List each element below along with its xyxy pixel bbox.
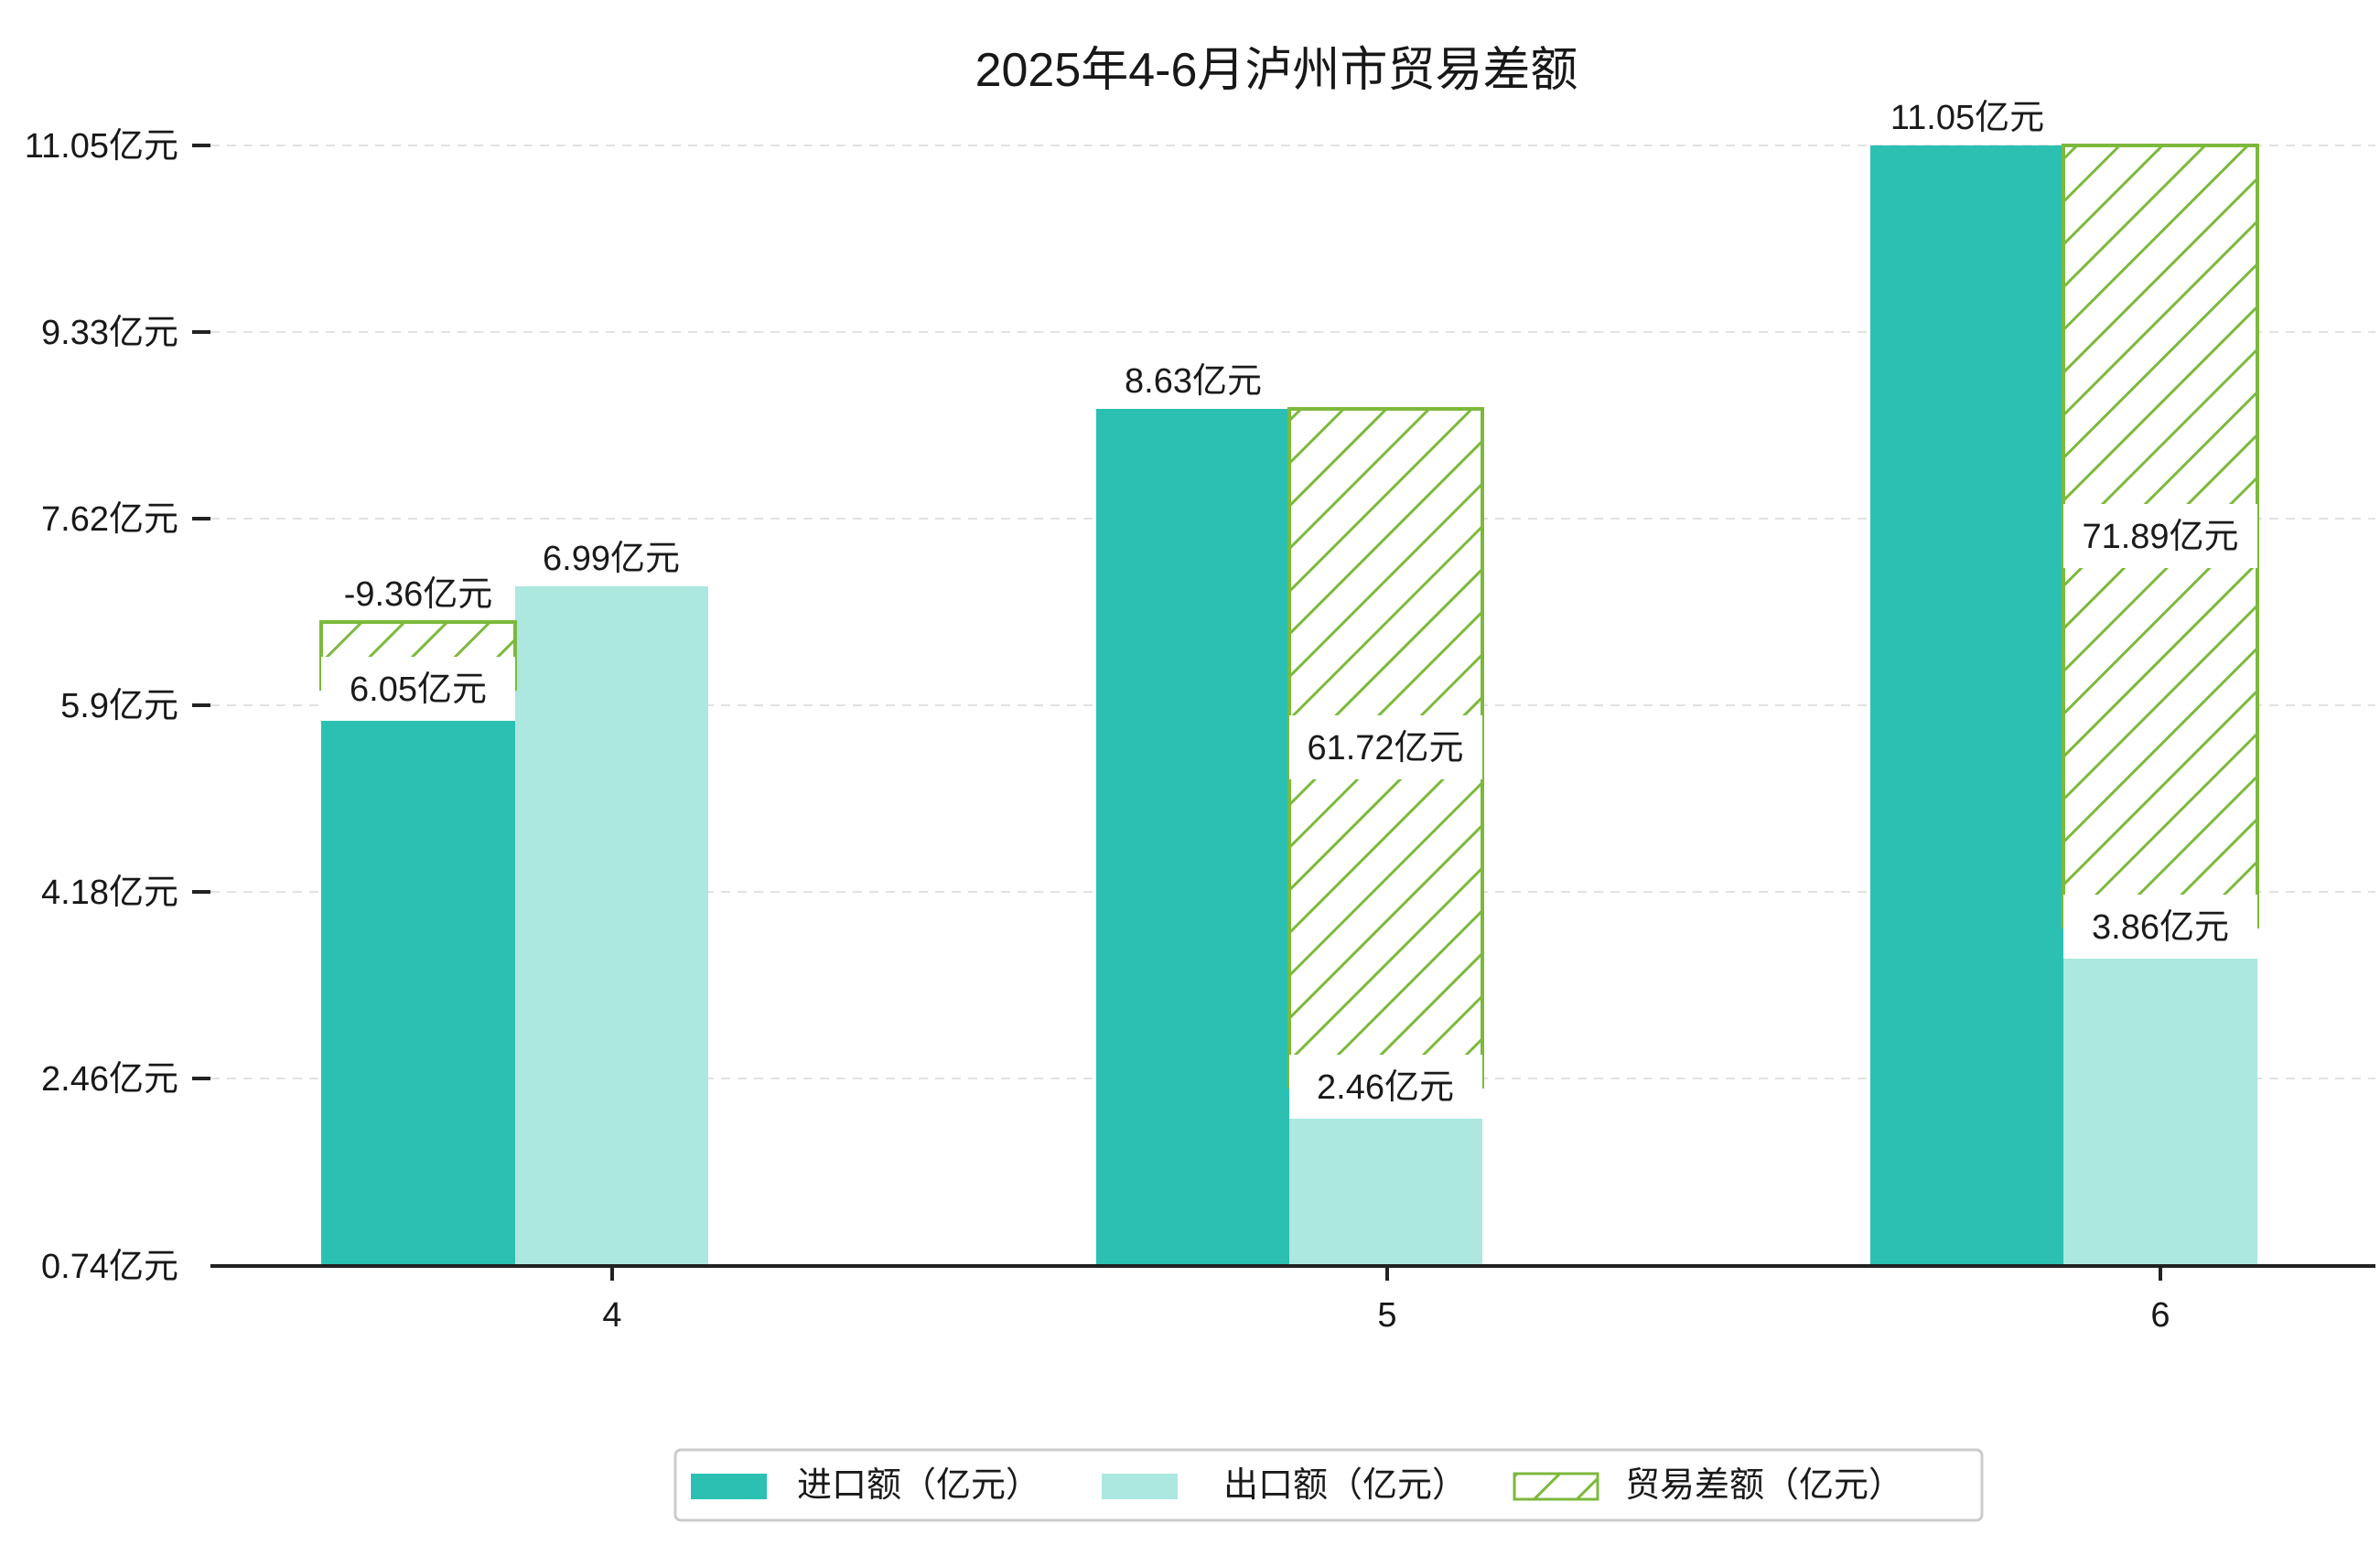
svg-text:61.72亿元: 61.72亿元 (1307, 729, 1463, 767)
svg-text:2.46亿元: 2.46亿元 (1317, 1068, 1454, 1107)
svg-text:11.05亿元: 11.05亿元 (1890, 99, 2044, 137)
svg-text:7.62亿元: 7.62亿元 (41, 500, 178, 539)
svg-text:进口额（亿元）: 进口额（亿元） (797, 1466, 1040, 1505)
svg-text:0.74亿元: 0.74亿元 (41, 1248, 178, 1286)
svg-text:71.89亿元: 71.89亿元 (2082, 518, 2238, 556)
svg-text:4.18亿元: 4.18亿元 (41, 874, 178, 912)
svg-text:5: 5 (1377, 1296, 1396, 1335)
svg-text:贸易差额（亿元）: 贸易差额（亿元） (1625, 1466, 1903, 1505)
svg-text:8.63亿元: 8.63亿元 (1125, 362, 1262, 401)
svg-text:3.86亿元: 3.86亿元 (2092, 908, 2229, 947)
svg-text:9.33亿元: 9.33亿元 (41, 314, 178, 352)
svg-text:11.05亿元: 11.05亿元 (25, 127, 178, 166)
svg-text:6: 6 (2150, 1296, 2170, 1335)
svg-text:2.46亿元: 2.46亿元 (41, 1060, 178, 1099)
svg-text:4: 4 (602, 1296, 621, 1335)
svg-text:5.9亿元: 5.9亿元 (60, 687, 178, 725)
svg-text:-9.36亿元: -9.36亿元 (344, 575, 493, 614)
svg-text:6.99亿元: 6.99亿元 (543, 540, 680, 578)
svg-text:出口额（亿元）: 出口额（亿元） (1223, 1466, 1467, 1505)
svg-text:6.05亿元: 6.05亿元 (350, 671, 487, 709)
